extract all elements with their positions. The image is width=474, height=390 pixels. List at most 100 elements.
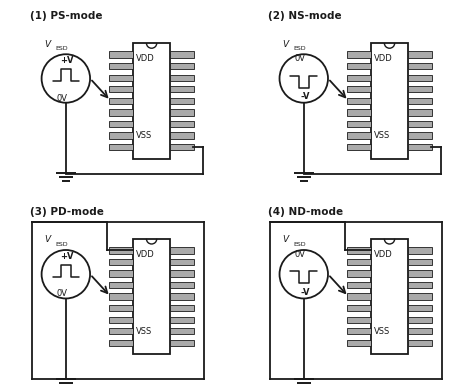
Bar xyxy=(408,247,432,254)
Bar xyxy=(109,132,133,139)
Bar xyxy=(408,270,432,277)
Bar xyxy=(170,293,194,300)
Text: 0V: 0V xyxy=(57,289,68,298)
Bar xyxy=(170,63,194,69)
Bar xyxy=(408,132,432,139)
Bar xyxy=(170,317,194,323)
Text: V: V xyxy=(282,40,288,49)
Circle shape xyxy=(42,54,90,103)
Bar xyxy=(109,247,133,254)
Bar xyxy=(170,259,194,265)
Bar xyxy=(346,109,371,115)
Bar xyxy=(408,109,432,115)
Bar xyxy=(371,43,408,159)
Text: (1) PS-mode: (1) PS-mode xyxy=(30,11,103,21)
Bar xyxy=(170,51,194,58)
Bar xyxy=(109,305,133,311)
Bar xyxy=(346,328,371,335)
Bar xyxy=(346,259,371,265)
Text: (3) PD-mode: (3) PD-mode xyxy=(30,207,104,217)
Bar xyxy=(170,305,194,311)
Bar xyxy=(346,305,371,311)
Circle shape xyxy=(280,250,328,298)
Bar xyxy=(346,132,371,139)
Bar xyxy=(346,270,371,277)
Text: VSS: VSS xyxy=(136,131,152,140)
Bar xyxy=(346,247,371,254)
Bar xyxy=(109,282,133,288)
Bar xyxy=(109,51,133,58)
Text: +V: +V xyxy=(60,252,74,261)
Bar xyxy=(408,98,432,104)
Bar xyxy=(371,239,408,355)
Bar xyxy=(133,43,170,159)
Text: 0V: 0V xyxy=(295,250,306,259)
Bar xyxy=(408,63,432,69)
Bar xyxy=(170,282,194,288)
Bar xyxy=(408,121,432,127)
Text: ESD: ESD xyxy=(55,242,68,247)
Text: -V: -V xyxy=(300,92,310,101)
Bar xyxy=(346,317,371,323)
Bar xyxy=(170,132,194,139)
Bar xyxy=(346,293,371,300)
Text: VDD: VDD xyxy=(374,54,392,63)
Bar xyxy=(346,63,371,69)
Bar xyxy=(170,74,194,81)
Bar xyxy=(170,247,194,254)
Bar xyxy=(109,270,133,277)
Text: V: V xyxy=(44,40,50,49)
Circle shape xyxy=(280,54,328,103)
Text: (2) NS-mode: (2) NS-mode xyxy=(268,11,342,21)
Bar xyxy=(109,317,133,323)
Bar xyxy=(346,282,371,288)
Bar xyxy=(408,86,432,92)
Bar xyxy=(109,328,133,335)
Text: V: V xyxy=(44,236,50,245)
Text: (4) ND-mode: (4) ND-mode xyxy=(268,207,344,217)
Bar xyxy=(109,340,133,346)
Bar xyxy=(408,51,432,58)
Bar xyxy=(170,328,194,335)
Bar xyxy=(346,121,371,127)
Bar xyxy=(408,282,432,288)
Bar xyxy=(408,259,432,265)
Text: +V: +V xyxy=(60,56,74,65)
Bar xyxy=(346,144,371,150)
Bar xyxy=(346,340,371,346)
Bar xyxy=(346,86,371,92)
Bar xyxy=(170,86,194,92)
Bar xyxy=(109,293,133,300)
Text: VSS: VSS xyxy=(136,327,152,336)
Bar xyxy=(109,109,133,115)
Text: VDD: VDD xyxy=(136,54,155,63)
Bar xyxy=(408,305,432,311)
Bar xyxy=(109,86,133,92)
Bar xyxy=(109,144,133,150)
Bar xyxy=(170,121,194,127)
Bar xyxy=(109,121,133,127)
Bar xyxy=(133,239,170,355)
Bar xyxy=(109,63,133,69)
Bar xyxy=(408,144,432,150)
Text: VSS: VSS xyxy=(374,327,390,336)
Bar xyxy=(109,259,133,265)
Bar xyxy=(408,340,432,346)
Bar xyxy=(170,109,194,115)
Bar xyxy=(170,270,194,277)
Bar xyxy=(408,74,432,81)
Text: 0V: 0V xyxy=(295,55,306,64)
Text: VDD: VDD xyxy=(374,250,392,259)
Text: VDD: VDD xyxy=(136,250,155,259)
Text: ESD: ESD xyxy=(293,242,306,247)
Bar xyxy=(408,293,432,300)
Bar xyxy=(109,74,133,81)
Bar xyxy=(408,328,432,335)
Text: VSS: VSS xyxy=(374,131,390,140)
Bar xyxy=(170,340,194,346)
Text: 0V: 0V xyxy=(57,94,68,103)
Text: ESD: ESD xyxy=(55,46,68,51)
Circle shape xyxy=(42,250,90,298)
Text: -V: -V xyxy=(300,287,310,296)
Bar xyxy=(346,98,371,104)
